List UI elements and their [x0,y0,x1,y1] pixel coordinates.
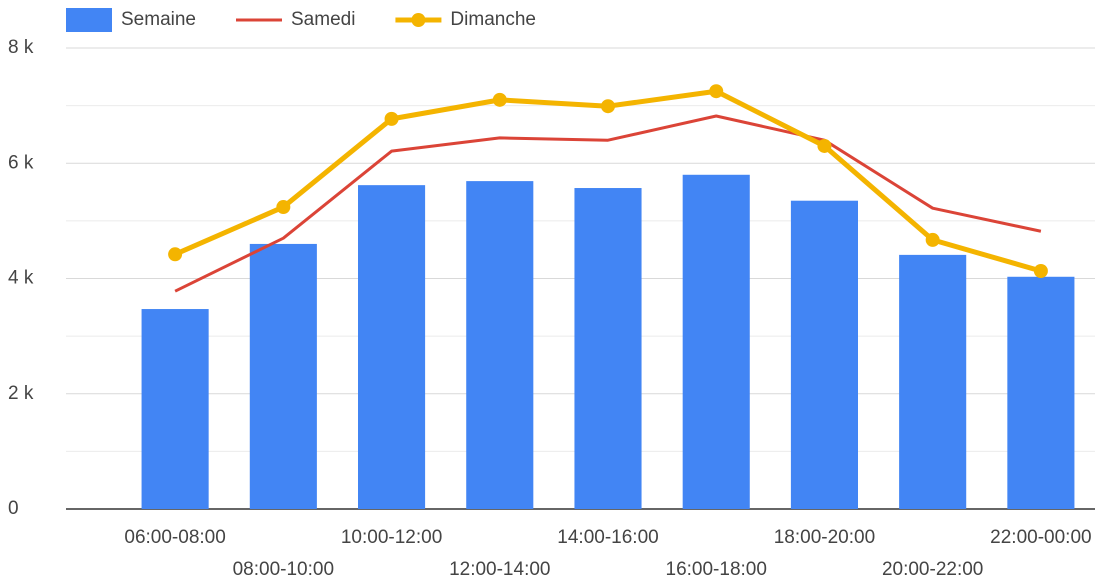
bar [466,181,534,509]
x-tick-label: 08:00-10:00 [233,559,334,580]
bar [249,243,317,510]
y-tick-label: 8 k [8,37,34,58]
legend-label: Semaine [121,9,196,30]
x-tick-label: 22:00-00:00 [990,527,1091,548]
x-tick-label: 18:00-20:00 [774,527,875,548]
y-tick-label: 2 k [8,383,34,404]
bar [574,188,642,509]
bar [141,309,209,509]
legend-label: Samedi [291,9,355,30]
marker [925,232,940,247]
line [174,114,1042,293]
y-tick-label: 4 k [8,268,34,289]
x-tick-label: 16:00-18:00 [666,559,767,580]
bar [899,254,967,509]
legend-marker [411,13,426,27]
marker [601,99,615,114]
marker [709,84,724,99]
marker [492,92,507,107]
bar [358,185,426,509]
marker [168,247,183,262]
x-tick-label: 06:00-08:00 [124,527,225,548]
marker [276,200,291,215]
x-tick-label: 10:00-12:00 [341,527,442,548]
y-tick-label: 0 [8,498,19,519]
bar [790,200,858,510]
y-tick-label: 6 k [8,152,34,173]
bar [682,174,750,509]
x-tick-label: 12:00-14:00 [449,559,550,580]
x-tick-label: 14:00-16:00 [557,527,658,548]
bar [1007,276,1075,509]
marker [1033,264,1048,279]
marker [817,138,832,153]
marker [384,111,399,126]
legend-label: Dimanche [450,9,536,30]
x-tick-label: 20:00-22:00 [882,559,983,580]
legend-swatch [66,8,112,32]
